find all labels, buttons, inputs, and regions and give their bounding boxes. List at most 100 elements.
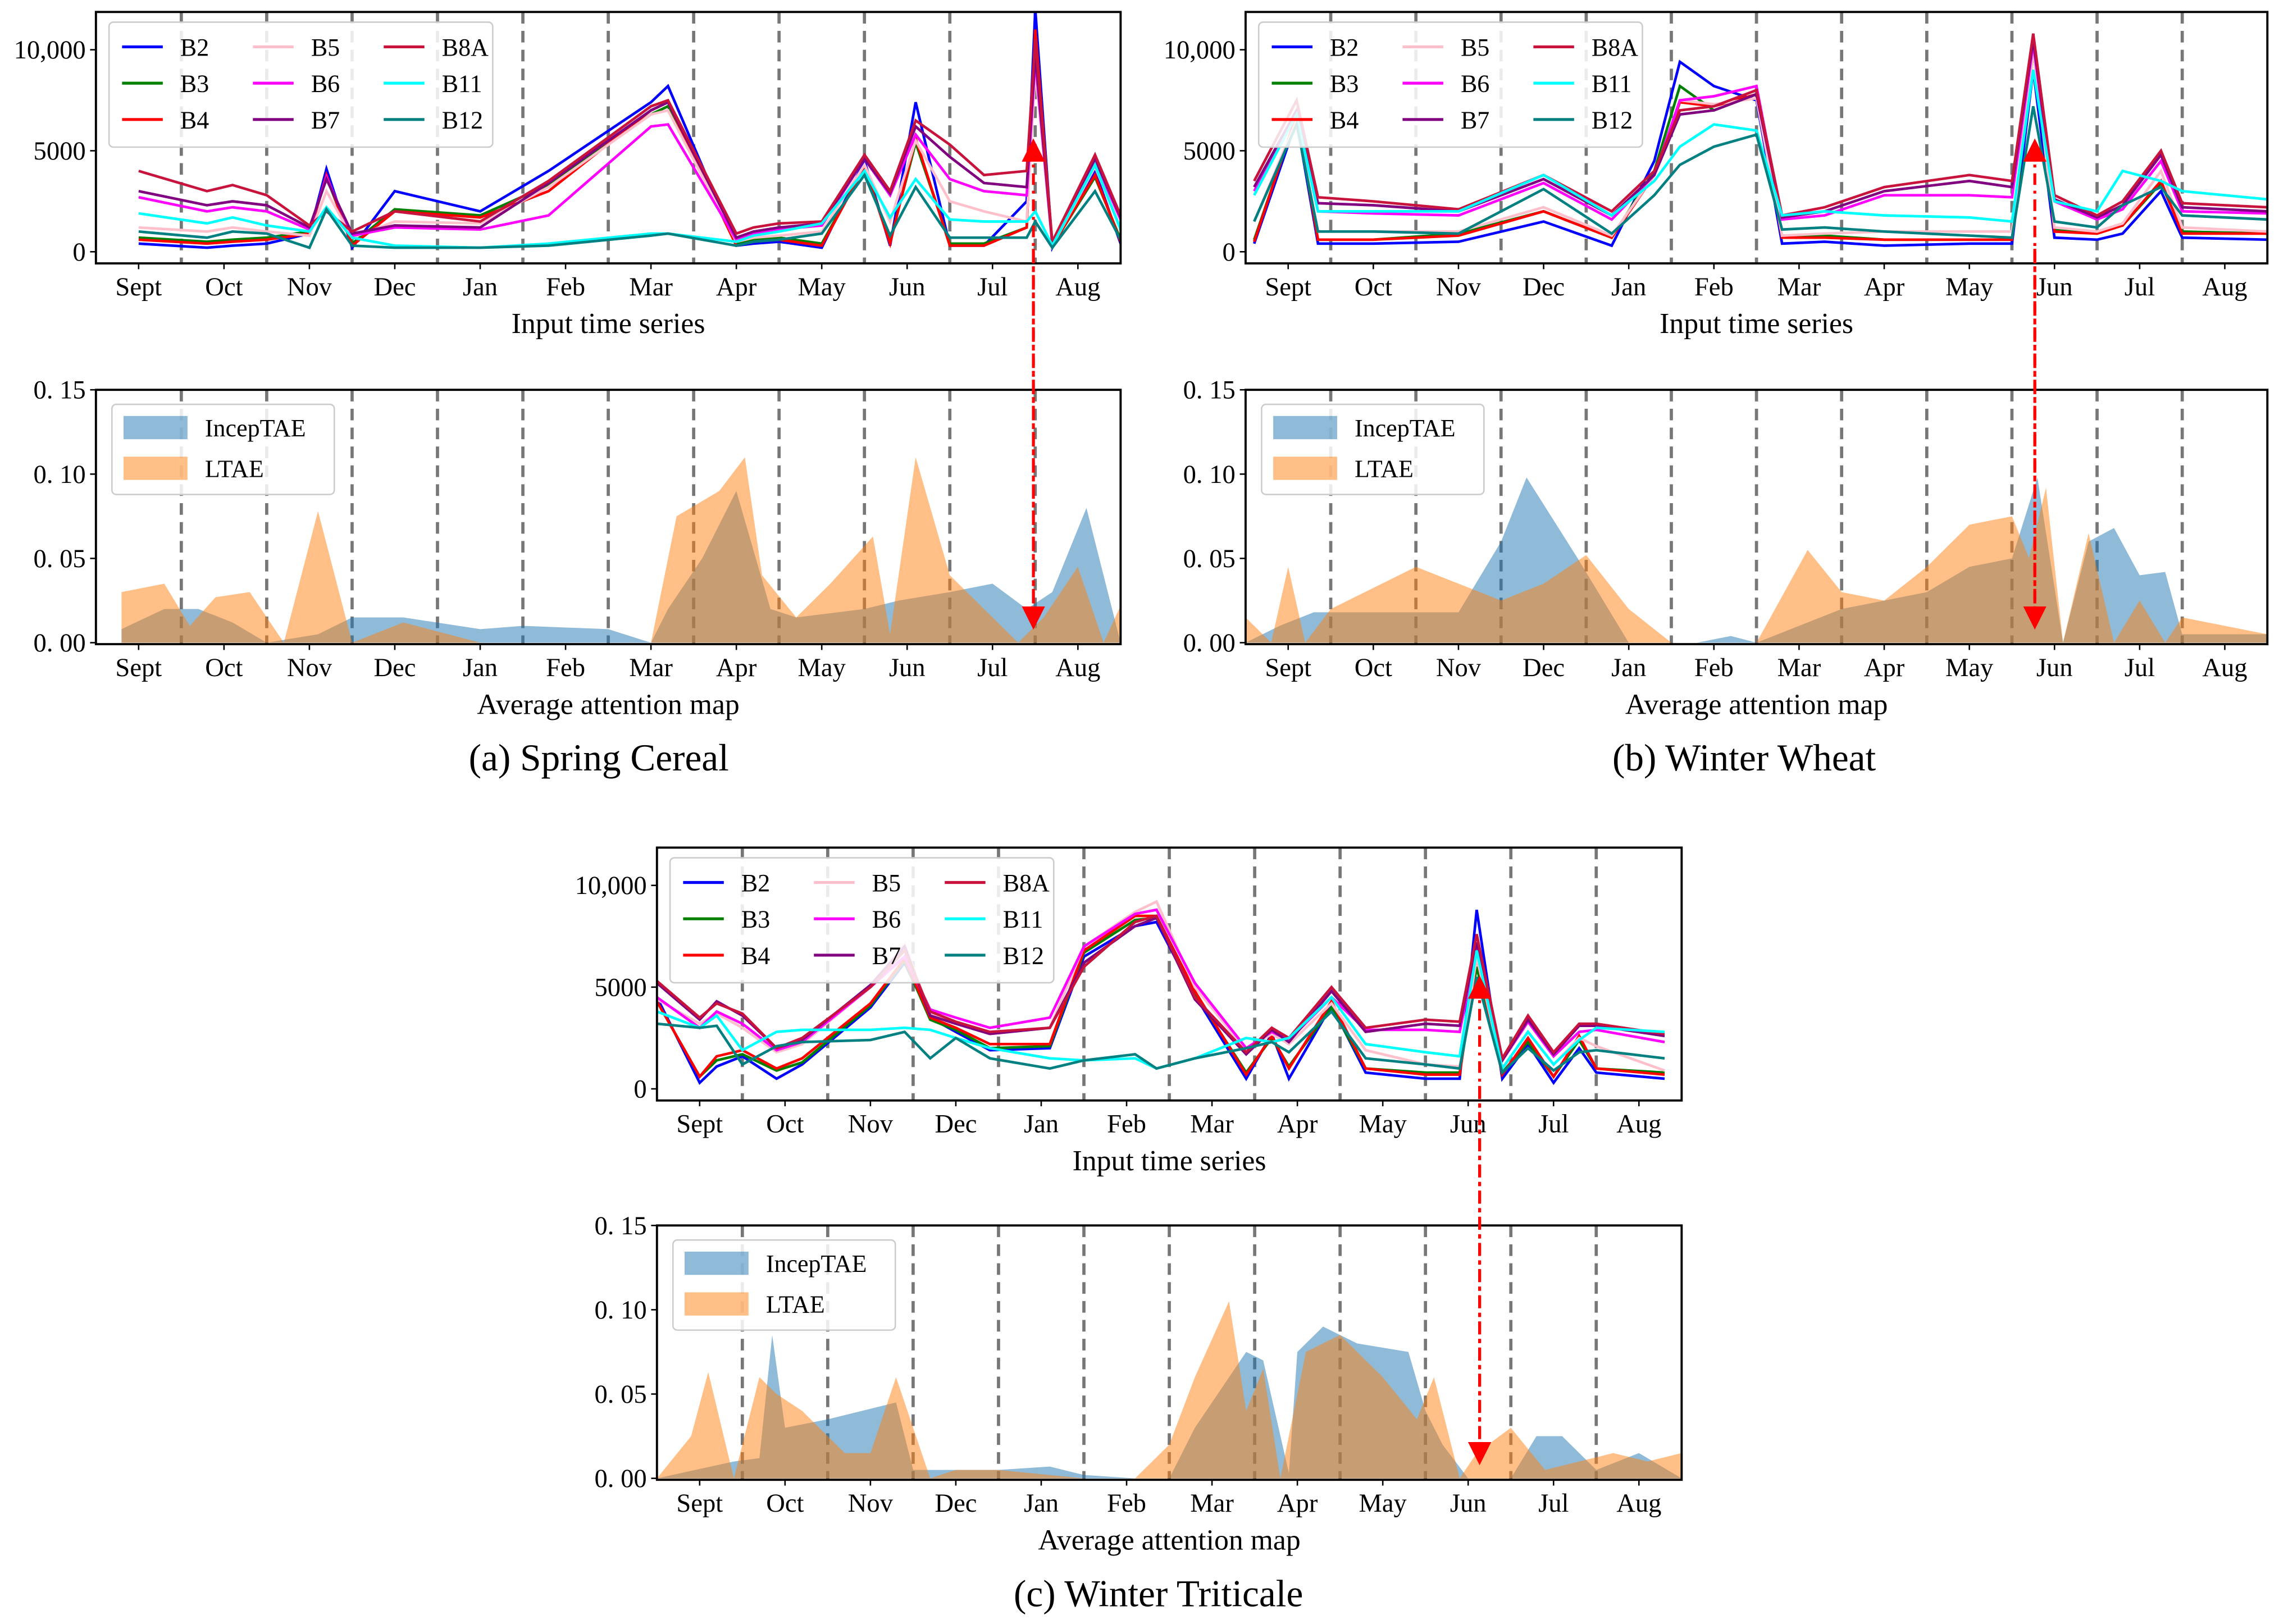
legend-label: IncepTAE [1355, 414, 1456, 442]
series-line-B12 [138, 172, 1121, 250]
x-axis-label: Input time series [1073, 1145, 1266, 1177]
legend-swatch-LTAE [123, 457, 188, 480]
area-LTAE [121, 457, 1121, 643]
y-tick-label: 10,000 [1164, 35, 1236, 65]
x-tick-label: Jun [1450, 1489, 1487, 1518]
y-tick-label: 5000 [34, 136, 86, 166]
plot-area [657, 1301, 1682, 1479]
y-tick-label: 0. 05 [595, 1380, 647, 1409]
x-tick-label: Sept [1265, 272, 1311, 302]
x-tick-label: Mar [1777, 272, 1821, 302]
axes-frame [1244, 389, 2269, 646]
x-tick-label: Nov [1436, 653, 1482, 682]
x-tick-label: Dec [1523, 272, 1565, 302]
legend-label: B11 [1003, 906, 1043, 933]
plot-area [121, 457, 1121, 643]
series-line-B7 [138, 53, 1121, 249]
y-tick-label: 0. 10 [1183, 460, 1236, 489]
y-tick-label: 0. 00 [595, 1464, 647, 1493]
legend-label: B7 [872, 942, 901, 969]
plot-area [1252, 33, 2268, 248]
y-tick-label: 0. 15 [1183, 376, 1236, 405]
x-tick-label: Jul [1538, 1489, 1569, 1518]
x-tick-label: Jan [1611, 272, 1646, 302]
legend-label: B3 [741, 906, 770, 933]
y-tick-label: 0. 00 [1183, 628, 1236, 658]
legend-label: B12 [1592, 106, 1633, 134]
series-line-B8A [657, 914, 1665, 1062]
x-axis-label: Input time series [512, 308, 705, 340]
legend-label: B3 [180, 70, 209, 98]
x-tick-label: Apr [1864, 272, 1905, 302]
x-tick-label: Jun [889, 272, 926, 302]
legend-swatch-IncepTAE [684, 1251, 749, 1275]
legend-label: B8A [442, 34, 489, 61]
legend-label: B2 [180, 34, 209, 61]
plot-area [657, 900, 1665, 1085]
plot-area [1245, 477, 2268, 643]
legend-label: B5 [872, 869, 901, 897]
x-tick-label: Mar [629, 272, 673, 302]
x-tick-label: Jul [977, 272, 1008, 302]
legend-swatch-IncepTAE [123, 416, 188, 440]
x-tick-label: Sept [676, 1489, 723, 1518]
legend-label: IncepTAE [205, 414, 306, 442]
x-tick-label: Jul [1538, 1110, 1569, 1139]
x-tick-label: Nov [1436, 272, 1482, 302]
x-tick-label: Sept [676, 1110, 723, 1139]
x-tick-label: Apr [1277, 1110, 1318, 1139]
legend-label: B8A [1003, 869, 1050, 897]
legend-box [669, 857, 1055, 984]
x-tick-label: Feb [546, 272, 585, 302]
legend-label: B6 [1461, 70, 1489, 98]
y-tick-label: 0. 05 [1183, 544, 1236, 573]
series-line-B8A [138, 39, 1121, 247]
x-tick-label: Dec [1523, 653, 1565, 682]
axes-frame [94, 11, 1122, 264]
x-tick-label: Aug [2202, 272, 2247, 302]
x-tick-label: May [1359, 1489, 1407, 1518]
x-tick-label: Nov [287, 653, 332, 682]
panel-b-time-series: Sept Oct Nov Dec Jan Feb Mar Apr May Jun Jul Aug 0 50… [1164, 11, 2269, 340]
legend: IncepTAE LTAE [1261, 403, 1485, 495]
x-tick-label: Jul [2125, 272, 2155, 302]
x-tick-label: Jun [889, 653, 926, 682]
x-tick-label: Apr [716, 272, 757, 302]
x-tick-label: Jun [2036, 272, 2073, 302]
legend-label: B12 [1003, 942, 1044, 969]
x-tick-label: Aug [2202, 653, 2247, 682]
x-tick-label: Aug [1055, 272, 1100, 302]
legend-box [108, 21, 494, 148]
x-tick-label: Dec [373, 653, 416, 682]
series-line-B12 [657, 977, 1665, 1075]
x-tick-label: May [1945, 272, 1994, 302]
x-tick-label: Apr [1277, 1489, 1318, 1518]
legend-swatch-IncepTAE [1273, 416, 1337, 440]
x-tick-label: Jul [977, 653, 1008, 682]
axes-frame [94, 389, 1122, 646]
x-tick-label: Feb [1107, 1489, 1146, 1518]
x-tick-label: Mar [629, 653, 673, 682]
x-tick-label: Apr [716, 653, 757, 682]
x-tick-label: Sept [115, 272, 162, 302]
x-tick-label: Feb [1694, 653, 1734, 682]
x-tick-label: Oct [205, 272, 243, 302]
y-tick-label: 10,000 [575, 871, 647, 900]
x-tick-label: Feb [546, 653, 585, 682]
panel-a-attention: Sept Oct Nov Dec Jan Feb Mar Apr May Jun Jul Aug 0. … [34, 376, 1122, 779]
legend-label: B4 [180, 106, 209, 134]
y-tick-label: 0. 10 [34, 460, 86, 489]
x-tick-label: May [798, 653, 846, 682]
legend-label: B4 [741, 942, 770, 969]
x-tick-label: Jul [2125, 653, 2155, 682]
x-axis-label: Input time series [1660, 308, 1853, 340]
series-line-B12 [1253, 106, 2268, 239]
panel-caption: (a) Spring Cereal [469, 737, 729, 779]
legend-label: B2 [741, 869, 770, 897]
area-LTAE [1245, 487, 2268, 643]
legend: B2 B3 B4 B5 B6 B7 B8A B11 B12 [108, 21, 494, 148]
y-tick-label: 0. 15 [595, 1211, 647, 1240]
x-tick-label: Jan [463, 653, 498, 682]
x-tick-label: Sept [115, 653, 162, 682]
y-tick-label: 0. 05 [34, 544, 86, 573]
